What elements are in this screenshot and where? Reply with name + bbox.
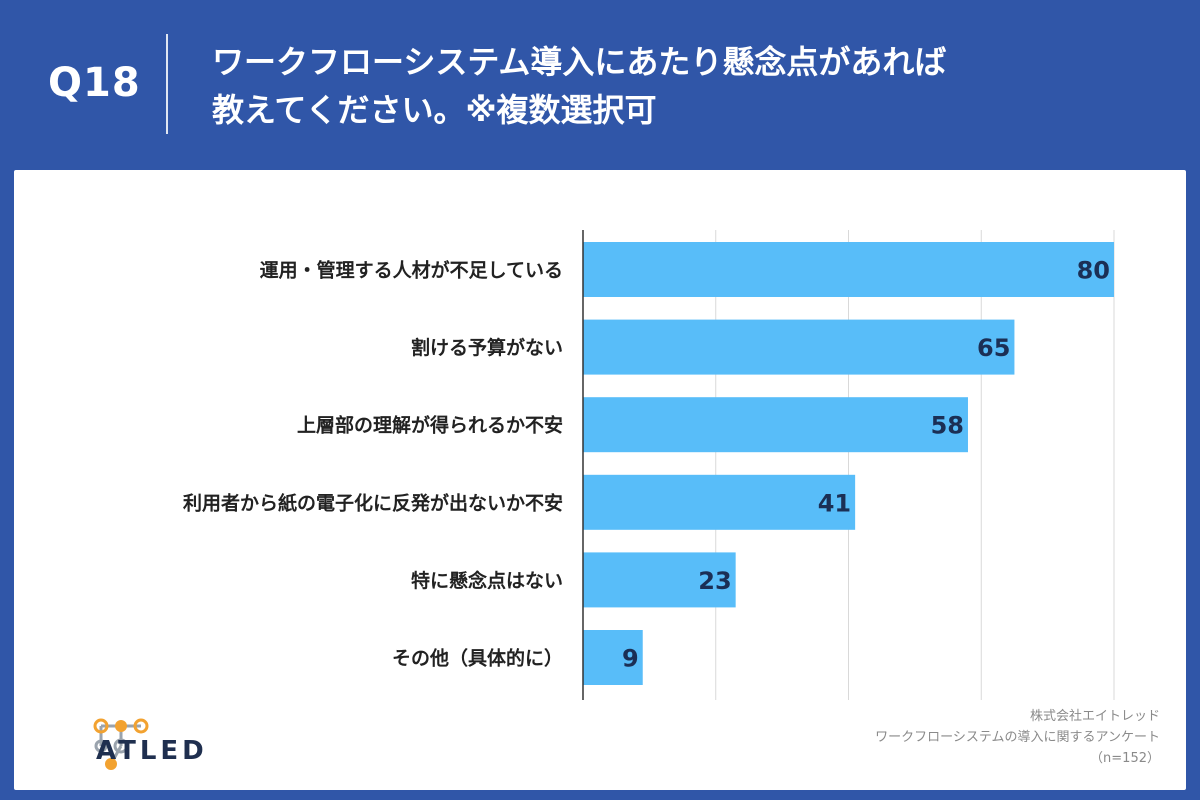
category-label: 割ける予算がない bbox=[411, 336, 563, 359]
question-title-line1: ワークフローシステム導入にあたり懸念点があれば bbox=[212, 43, 947, 81]
category-label: その他（具体的に） bbox=[392, 647, 563, 670]
bar bbox=[583, 242, 1114, 297]
value-label: 58 bbox=[931, 412, 964, 440]
source-survey: ワークフローシステムの導入に関するアンケート bbox=[875, 730, 1160, 745]
question-title: ワークフローシステム導入にあたり懸念点があれば 教えてください。※複数選択可 bbox=[212, 38, 1172, 134]
value-label: 65 bbox=[977, 334, 1010, 362]
header-divider bbox=[166, 34, 168, 134]
header: Q18 ワークフローシステム導入にあたり懸念点があれば 教えてください。※複数選… bbox=[0, 0, 1200, 170]
labels: 運用・管理する人材が不足している 80 割ける予算がない 65 上層部の理解が得られるか… bbox=[183, 257, 1110, 673]
value-label: 41 bbox=[818, 489, 851, 517]
question-title-line2: 教えてください。※複数選択可 bbox=[212, 91, 657, 129]
value-label: 80 bbox=[1077, 257, 1110, 285]
source-n: （n=152） bbox=[1090, 751, 1160, 766]
question-number: Q18 bbox=[48, 60, 141, 106]
bars bbox=[583, 242, 1114, 685]
value-label: 23 bbox=[698, 567, 731, 595]
source-note: 株式会社エイトレッド ワークフローシステムの導入に関するアンケート （n=152… bbox=[875, 706, 1160, 769]
bar bbox=[583, 474, 856, 530]
bar bbox=[583, 630, 643, 685]
logo-text: ATLED bbox=[96, 736, 208, 766]
source-company: 株式会社エイトレッド bbox=[1029, 709, 1160, 724]
bar bbox=[583, 552, 736, 608]
bar bbox=[583, 319, 1015, 375]
atled-molecule-icon bbox=[93, 718, 149, 770]
bar bbox=[583, 397, 968, 453]
category-label: 運用・管理する人材が不足している bbox=[260, 259, 563, 282]
category-label: 利用者から紙の電子化に反発が出ないか不安 bbox=[183, 491, 563, 514]
category-label: 特に懸念点はない bbox=[411, 569, 563, 592]
value-label: 9 bbox=[622, 645, 639, 673]
gridlines bbox=[715, 230, 1115, 700]
category-label: 上層部の理解が得られるか不安 bbox=[297, 414, 563, 437]
